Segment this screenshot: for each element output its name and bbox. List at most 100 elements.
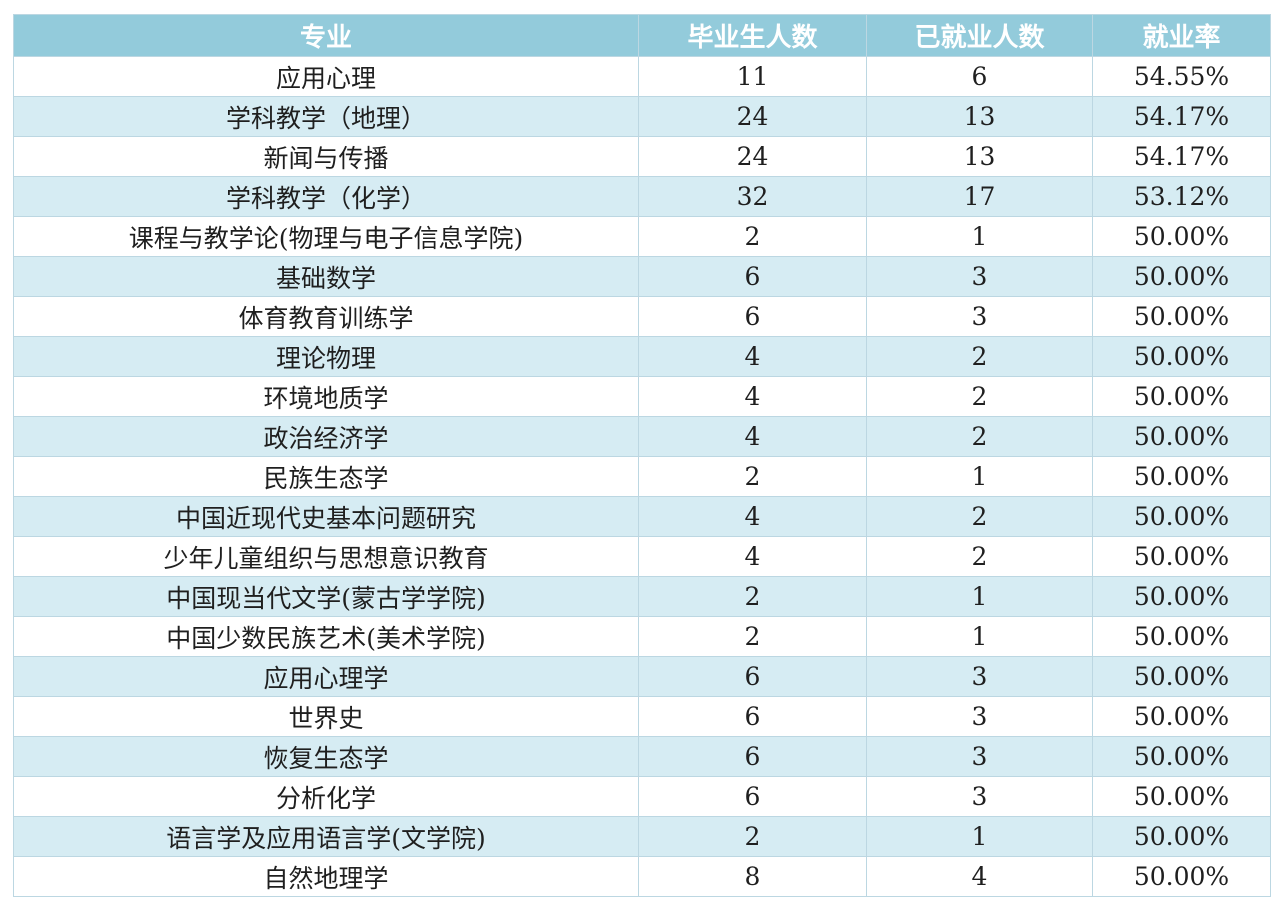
cell-rate: 50.00% <box>1092 256 1271 297</box>
cell-employed: 2 <box>866 536 1093 577</box>
table-row: 中国近现代史基本问题研究 4 2 50.00% <box>13 496 1271 537</box>
cell-graduates: 6 <box>638 776 867 817</box>
cell-employed: 1 <box>866 616 1093 657</box>
cell-rate: 50.00% <box>1092 216 1271 257</box>
cell-employed: 13 <box>866 136 1093 177</box>
cell-major: 民族生态学 <box>13 456 639 497</box>
table-header: 专业 毕业生人数 已就业人数 就业率 <box>13 14 1271 57</box>
cell-major: 学科教学（化学） <box>13 176 639 217</box>
cell-rate: 53.12% <box>1092 176 1271 217</box>
cell-employed: 3 <box>866 696 1093 737</box>
cell-employed: 3 <box>866 296 1093 337</box>
cell-rate: 50.00% <box>1092 576 1271 617</box>
cell-graduates: 2 <box>638 216 867 257</box>
cell-rate: 50.00% <box>1092 736 1271 777</box>
cell-employed: 6 <box>866 56 1093 97</box>
cell-rate: 50.00% <box>1092 696 1271 737</box>
table-row: 环境地质学 4 2 50.00% <box>13 376 1271 417</box>
cell-graduates: 2 <box>638 816 867 857</box>
cell-employed: 1 <box>866 456 1093 497</box>
cell-graduates: 6 <box>638 256 867 297</box>
header-major: 专业 <box>13 14 639 57</box>
cell-graduates: 4 <box>638 376 867 417</box>
cell-employed: 17 <box>866 176 1093 217</box>
cell-rate: 50.00% <box>1092 536 1271 577</box>
cell-graduates: 6 <box>638 696 867 737</box>
cell-major: 语言学及应用语言学(文学院) <box>13 816 639 857</box>
cell-major: 应用心理 <box>13 56 639 97</box>
cell-graduates: 6 <box>638 296 867 337</box>
table-row: 新闻与传播 24 13 54.17% <box>13 136 1271 177</box>
cell-graduates: 4 <box>638 536 867 577</box>
table-row: 民族生态学 2 1 50.00% <box>13 456 1271 497</box>
employment-rate-table: 专业 毕业生人数 已就业人数 就业率 应用心理 11 6 54.55% 学科教学（地理）… <box>13 14 1271 897</box>
cell-rate: 50.00% <box>1092 296 1271 337</box>
cell-employed: 3 <box>866 736 1093 777</box>
table-row: 自然地理学 8 4 50.00% <box>13 856 1271 897</box>
table-row: 理论物理 4 2 50.00% <box>13 336 1271 377</box>
table-row: 少年儿童组织与思想意识教育 4 2 50.00% <box>13 536 1271 577</box>
cell-rate: 50.00% <box>1092 816 1271 857</box>
cell-major: 学科教学（地理） <box>13 96 639 137</box>
cell-employed: 2 <box>866 496 1093 537</box>
cell-major: 中国近现代史基本问题研究 <box>13 496 639 537</box>
cell-major: 课程与教学论(物理与电子信息学院) <box>13 216 639 257</box>
cell-major: 恢复生态学 <box>13 736 639 777</box>
cell-major: 中国少数民族艺术(美术学院) <box>13 616 639 657</box>
cell-employed: 1 <box>866 216 1093 257</box>
table-row: 体育教育训练学 6 3 50.00% <box>13 296 1271 337</box>
cell-rate: 50.00% <box>1092 376 1271 417</box>
header-rate: 就业率 <box>1092 14 1271 57</box>
table-row: 语言学及应用语言学(文学院) 2 1 50.00% <box>13 816 1271 857</box>
cell-graduates: 2 <box>638 456 867 497</box>
cell-major: 体育教育训练学 <box>13 296 639 337</box>
table-row: 分析化学 6 3 50.00% <box>13 776 1271 817</box>
table-row: 中国现当代文学(蒙古学学院) 2 1 50.00% <box>13 576 1271 617</box>
table-row: 恢复生态学 6 3 50.00% <box>13 736 1271 777</box>
cell-employed: 1 <box>866 576 1093 617</box>
cell-rate: 50.00% <box>1092 656 1271 697</box>
cell-graduates: 24 <box>638 136 867 177</box>
table-row: 学科教学（地理） 24 13 54.17% <box>13 96 1271 137</box>
cell-employed: 2 <box>866 416 1093 457</box>
header-employed: 已就业人数 <box>866 14 1093 57</box>
cell-employed: 4 <box>866 856 1093 897</box>
cell-major: 政治经济学 <box>13 416 639 457</box>
cell-rate: 50.00% <box>1092 776 1271 817</box>
cell-major: 少年儿童组织与思想意识教育 <box>13 536 639 577</box>
cell-major: 中国现当代文学(蒙古学学院) <box>13 576 639 617</box>
cell-graduates: 6 <box>638 656 867 697</box>
header-row: 专业 毕业生人数 已就业人数 就业率 <box>13 14 1271 57</box>
table-row: 基础数学 6 3 50.00% <box>13 256 1271 297</box>
cell-major: 基础数学 <box>13 256 639 297</box>
cell-graduates: 8 <box>638 856 867 897</box>
cell-graduates: 4 <box>638 496 867 537</box>
cell-major: 应用心理学 <box>13 656 639 697</box>
cell-graduates: 2 <box>638 616 867 657</box>
cell-major: 新闻与传播 <box>13 136 639 177</box>
cell-employed: 3 <box>866 656 1093 697</box>
table-row: 中国少数民族艺术(美术学院) 2 1 50.00% <box>13 616 1271 657</box>
cell-rate: 50.00% <box>1092 496 1271 537</box>
cell-major: 自然地理学 <box>13 856 639 897</box>
cell-graduates: 2 <box>638 576 867 617</box>
cell-employed: 13 <box>866 96 1093 137</box>
cell-employed: 2 <box>866 376 1093 417</box>
cell-graduates: 11 <box>638 56 867 97</box>
cell-major: 理论物理 <box>13 336 639 377</box>
table-row: 世界史 6 3 50.00% <box>13 696 1271 737</box>
cell-major: 分析化学 <box>13 776 639 817</box>
cell-rate: 50.00% <box>1092 856 1271 897</box>
cell-major: 环境地质学 <box>13 376 639 417</box>
table-body: 应用心理 11 6 54.55% 学科教学（地理） 24 13 54.17% 新闻与传播 24 13… <box>13 56 1271 897</box>
header-graduates: 毕业生人数 <box>638 14 867 57</box>
cell-graduates: 24 <box>638 96 867 137</box>
cell-graduates: 32 <box>638 176 867 217</box>
cell-major: 世界史 <box>13 696 639 737</box>
cell-employed: 2 <box>866 336 1093 377</box>
cell-rate: 50.00% <box>1092 616 1271 657</box>
cell-employed: 3 <box>866 776 1093 817</box>
cell-graduates: 6 <box>638 736 867 777</box>
table-row: 应用心理 11 6 54.55% <box>13 56 1271 97</box>
cell-employed: 1 <box>866 816 1093 857</box>
